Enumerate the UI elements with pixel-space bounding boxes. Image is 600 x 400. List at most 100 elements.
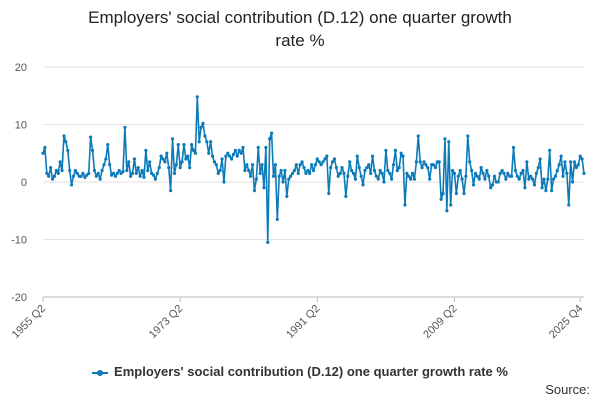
- data-point[interactable]: [290, 171, 295, 175]
- data-point[interactable]: [336, 174, 340, 178]
- data-point[interactable]: [382, 180, 386, 184]
- data-point[interactable]: [405, 171, 409, 175]
- data-point[interactable]: [292, 168, 297, 173]
- data-point[interactable]: [252, 189, 257, 193]
- data-point[interactable]: [115, 171, 119, 175]
- data-point[interactable]: [296, 171, 300, 175]
- data-point[interactable]: [456, 174, 460, 178]
- data-point[interactable]: [216, 171, 220, 175]
- data-point[interactable]: [391, 163, 396, 167]
- data-point[interactable]: [172, 171, 177, 175]
- data-point[interactable]: [243, 168, 247, 173]
- data-point[interactable]: [443, 137, 447, 141]
- data-point[interactable]: [94, 174, 98, 178]
- data-point[interactable]: [466, 134, 470, 138]
- data-point[interactable]: [399, 151, 403, 155]
- data-point[interactable]: [66, 148, 70, 152]
- data-point[interactable]: [544, 189, 548, 193]
- data-point[interactable]: [249, 174, 253, 178]
- data-point[interactable]: [79, 174, 83, 178]
- data-point[interactable]: [424, 163, 428, 167]
- data-point[interactable]: [561, 174, 565, 178]
- legend[interactable]: Employers' social contribution (D.12) on…: [0, 364, 600, 379]
- data-point[interactable]: [311, 168, 316, 173]
- data-point[interactable]: [527, 177, 531, 181]
- data-point[interactable]: [287, 177, 291, 181]
- data-point[interactable]: [130, 171, 135, 175]
- data-point[interactable]: [64, 140, 68, 144]
- data-point[interactable]: [580, 157, 584, 161]
- data-point[interactable]: [567, 203, 571, 207]
- data-point[interactable]: [325, 154, 329, 158]
- data-point[interactable]: [445, 209, 449, 213]
- data-point[interactable]: [420, 166, 424, 170]
- data-point[interactable]: [572, 160, 577, 164]
- data-point[interactable]: [553, 174, 558, 178]
- data-point[interactable]: [104, 157, 108, 161]
- data-point[interactable]: [273, 163, 277, 167]
- data-point[interactable]: [237, 148, 241, 152]
- data-point[interactable]: [300, 160, 304, 164]
- data-point[interactable]: [319, 163, 323, 167]
- data-point[interactable]: [327, 191, 331, 196]
- data-point[interactable]: [81, 171, 85, 175]
- data-point[interactable]: [431, 163, 436, 167]
- data-point[interactable]: [521, 168, 525, 173]
- data-point[interactable]: [98, 177, 102, 181]
- data-point[interactable]: [532, 183, 537, 187]
- data-point[interactable]: [212, 160, 217, 164]
- data-point[interactable]: [450, 168, 455, 173]
- data-point[interactable]: [348, 160, 352, 164]
- data-point[interactable]: [210, 154, 215, 158]
- data-point[interactable]: [409, 177, 413, 181]
- data-point[interactable]: [214, 163, 218, 167]
- data-point[interactable]: [180, 160, 184, 164]
- data-point[interactable]: [363, 168, 367, 173]
- data-point[interactable]: [483, 177, 487, 181]
- data-point[interactable]: [485, 168, 489, 173]
- data-point[interactable]: [73, 168, 77, 173]
- data-point[interactable]: [220, 157, 224, 161]
- data-point[interactable]: [136, 166, 140, 170]
- data-point[interactable]: [102, 163, 106, 167]
- data-point[interactable]: [492, 174, 497, 178]
- data-point[interactable]: [52, 174, 57, 178]
- data-point[interactable]: [353, 177, 358, 181]
- data-point[interactable]: [449, 203, 453, 207]
- data-point[interactable]: [447, 140, 451, 144]
- data-point[interactable]: [92, 168, 97, 173]
- data-point[interactable]: [189, 143, 194, 147]
- data-point[interactable]: [47, 174, 51, 178]
- data-point[interactable]: [454, 191, 458, 196]
- data-point[interactable]: [489, 186, 493, 190]
- data-point[interactable]: [332, 157, 337, 161]
- data-point[interactable]: [490, 183, 495, 187]
- data-point[interactable]: [351, 171, 356, 175]
- data-point[interactable]: [140, 168, 144, 173]
- data-point[interactable]: [132, 157, 137, 161]
- data-point[interactable]: [338, 171, 342, 175]
- data-point[interactable]: [157, 166, 161, 170]
- data-point[interactable]: [460, 177, 464, 181]
- data-point[interactable]: [285, 194, 289, 198]
- data-point[interactable]: [218, 168, 222, 173]
- data-point[interactable]: [170, 137, 175, 141]
- data-point[interactable]: [125, 168, 129, 173]
- data-point[interactable]: [41, 151, 45, 155]
- data-point[interactable]: [142, 175, 146, 179]
- data-point[interactable]: [355, 154, 359, 158]
- data-point[interactable]: [203, 134, 207, 138]
- data-point[interactable]: [71, 174, 76, 178]
- data-point[interactable]: [426, 166, 430, 170]
- data-point[interactable]: [538, 157, 542, 161]
- data-point[interactable]: [304, 171, 308, 175]
- data-point[interactable]: [315, 157, 319, 161]
- data-point[interactable]: [502, 171, 506, 175]
- data-point[interactable]: [551, 177, 556, 181]
- data-point[interactable]: [239, 151, 243, 155]
- data-point[interactable]: [386, 168, 390, 173]
- data-point[interactable]: [195, 95, 199, 99]
- data-point[interactable]: [477, 177, 481, 181]
- data-point[interactable]: [138, 174, 142, 178]
- data-point[interactable]: [235, 154, 239, 158]
